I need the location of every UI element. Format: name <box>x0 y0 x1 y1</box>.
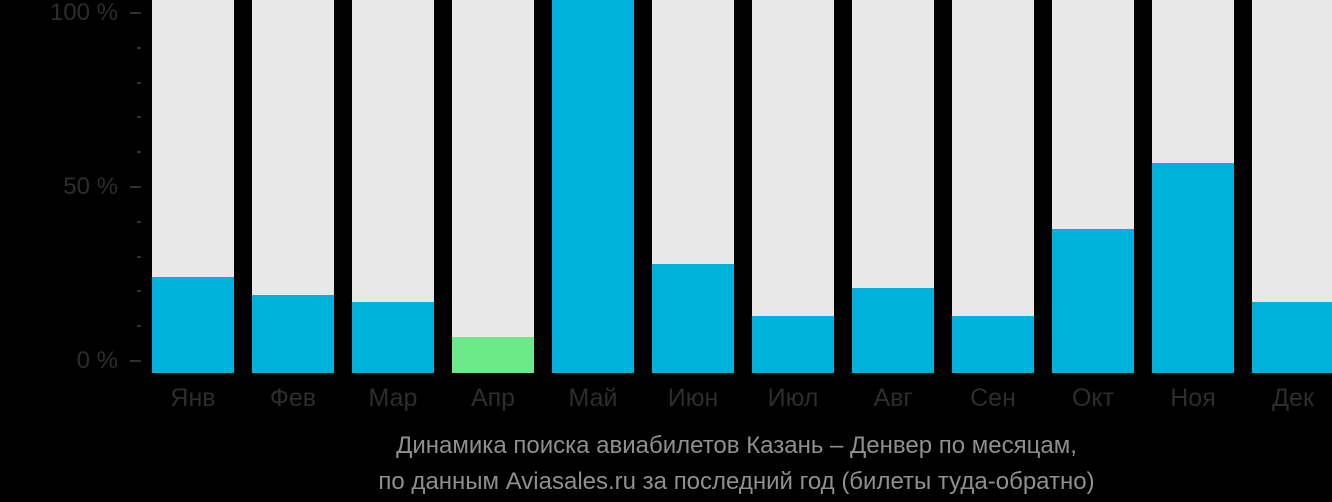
x-axis-label-Фев: Фев <box>269 384 317 412</box>
y-axis-label-50: 50 % <box>63 173 118 200</box>
x-axis-label-Авг: Авг <box>873 384 913 412</box>
y-minor-tick-60 <box>137 151 141 153</box>
bar-value-Май <box>552 0 634 373</box>
bar-track-Фев <box>252 0 334 373</box>
x-axis-label-Янв: Янв <box>170 384 216 412</box>
y-minor-tick-80 <box>137 82 141 84</box>
bar-value-Окт <box>1052 229 1134 373</box>
plot-area: 100 % 50 % 0 % <box>49 0 1332 374</box>
x-axis-label-Сен: Сен <box>970 384 1016 412</box>
y-major-tick-100 <box>130 12 141 14</box>
x-axis-label-Дек: Дек <box>1272 384 1314 412</box>
y-minor-tick-10 <box>137 325 141 327</box>
y-major-tick-50 <box>130 186 141 188</box>
bar-track-Июн <box>652 0 734 373</box>
bar-track-Окт <box>1052 0 1134 373</box>
x-axis-label-Май: Май <box>568 384 618 412</box>
y-minor-tick-20 <box>137 290 141 292</box>
x-axis-label-Июл: Июл <box>767 384 819 412</box>
y-axis-label-0: 0 % <box>76 347 118 374</box>
bar-track-Авг <box>852 0 934 373</box>
bar-value-Апр <box>452 337 534 373</box>
y-minor-tick-30 <box>137 256 141 258</box>
bar-value-Янв <box>152 277 234 373</box>
bar-track-Ноя <box>1152 0 1234 373</box>
x-axis-label-Окт: Окт <box>1071 384 1115 412</box>
y-major-tick-0 <box>130 360 141 362</box>
bar-value-Фев <box>252 295 334 373</box>
bar-value-Дек <box>1252 302 1332 373</box>
x-axis-label-Июн: Июн <box>667 384 719 412</box>
chart-caption: Динамика поиска авиабилетов Казань – Ден… <box>141 428 1332 500</box>
x-axis-label-Ноя: Ноя <box>1170 384 1216 412</box>
y-minor-tick-70 <box>137 116 141 118</box>
bar-value-Июн <box>652 264 734 373</box>
y-axis-label-100: 100 % <box>49 0 118 26</box>
bar-track-Мар <box>352 0 434 373</box>
bar-track-Июл <box>752 0 834 373</box>
bar-track-Янв <box>152 0 234 373</box>
bar-track-Дек <box>1252 0 1332 373</box>
caption-line-2: по данным Aviasales.ru за последний год … <box>378 468 1095 495</box>
x-axis-label-Апр: Апр <box>470 384 516 412</box>
caption-line-1: Динамика поиска авиабилетов Казань – Ден… <box>396 432 1077 459</box>
bar-value-Авг <box>852 288 934 373</box>
bar-value-Ноя <box>1152 163 1234 373</box>
y-minor-tick-90 <box>137 47 141 49</box>
bar-value-Июл <box>752 316 834 373</box>
bar-track-Сен <box>952 0 1034 373</box>
bar-track-Апр <box>452 0 534 373</box>
x-axis-label-Мар: Мар <box>368 384 418 412</box>
bar-track-Май <box>552 0 634 373</box>
bar-value-Мар <box>352 302 434 373</box>
y-minor-tick-40 <box>137 221 141 223</box>
bar-value-Сен <box>952 316 1034 373</box>
